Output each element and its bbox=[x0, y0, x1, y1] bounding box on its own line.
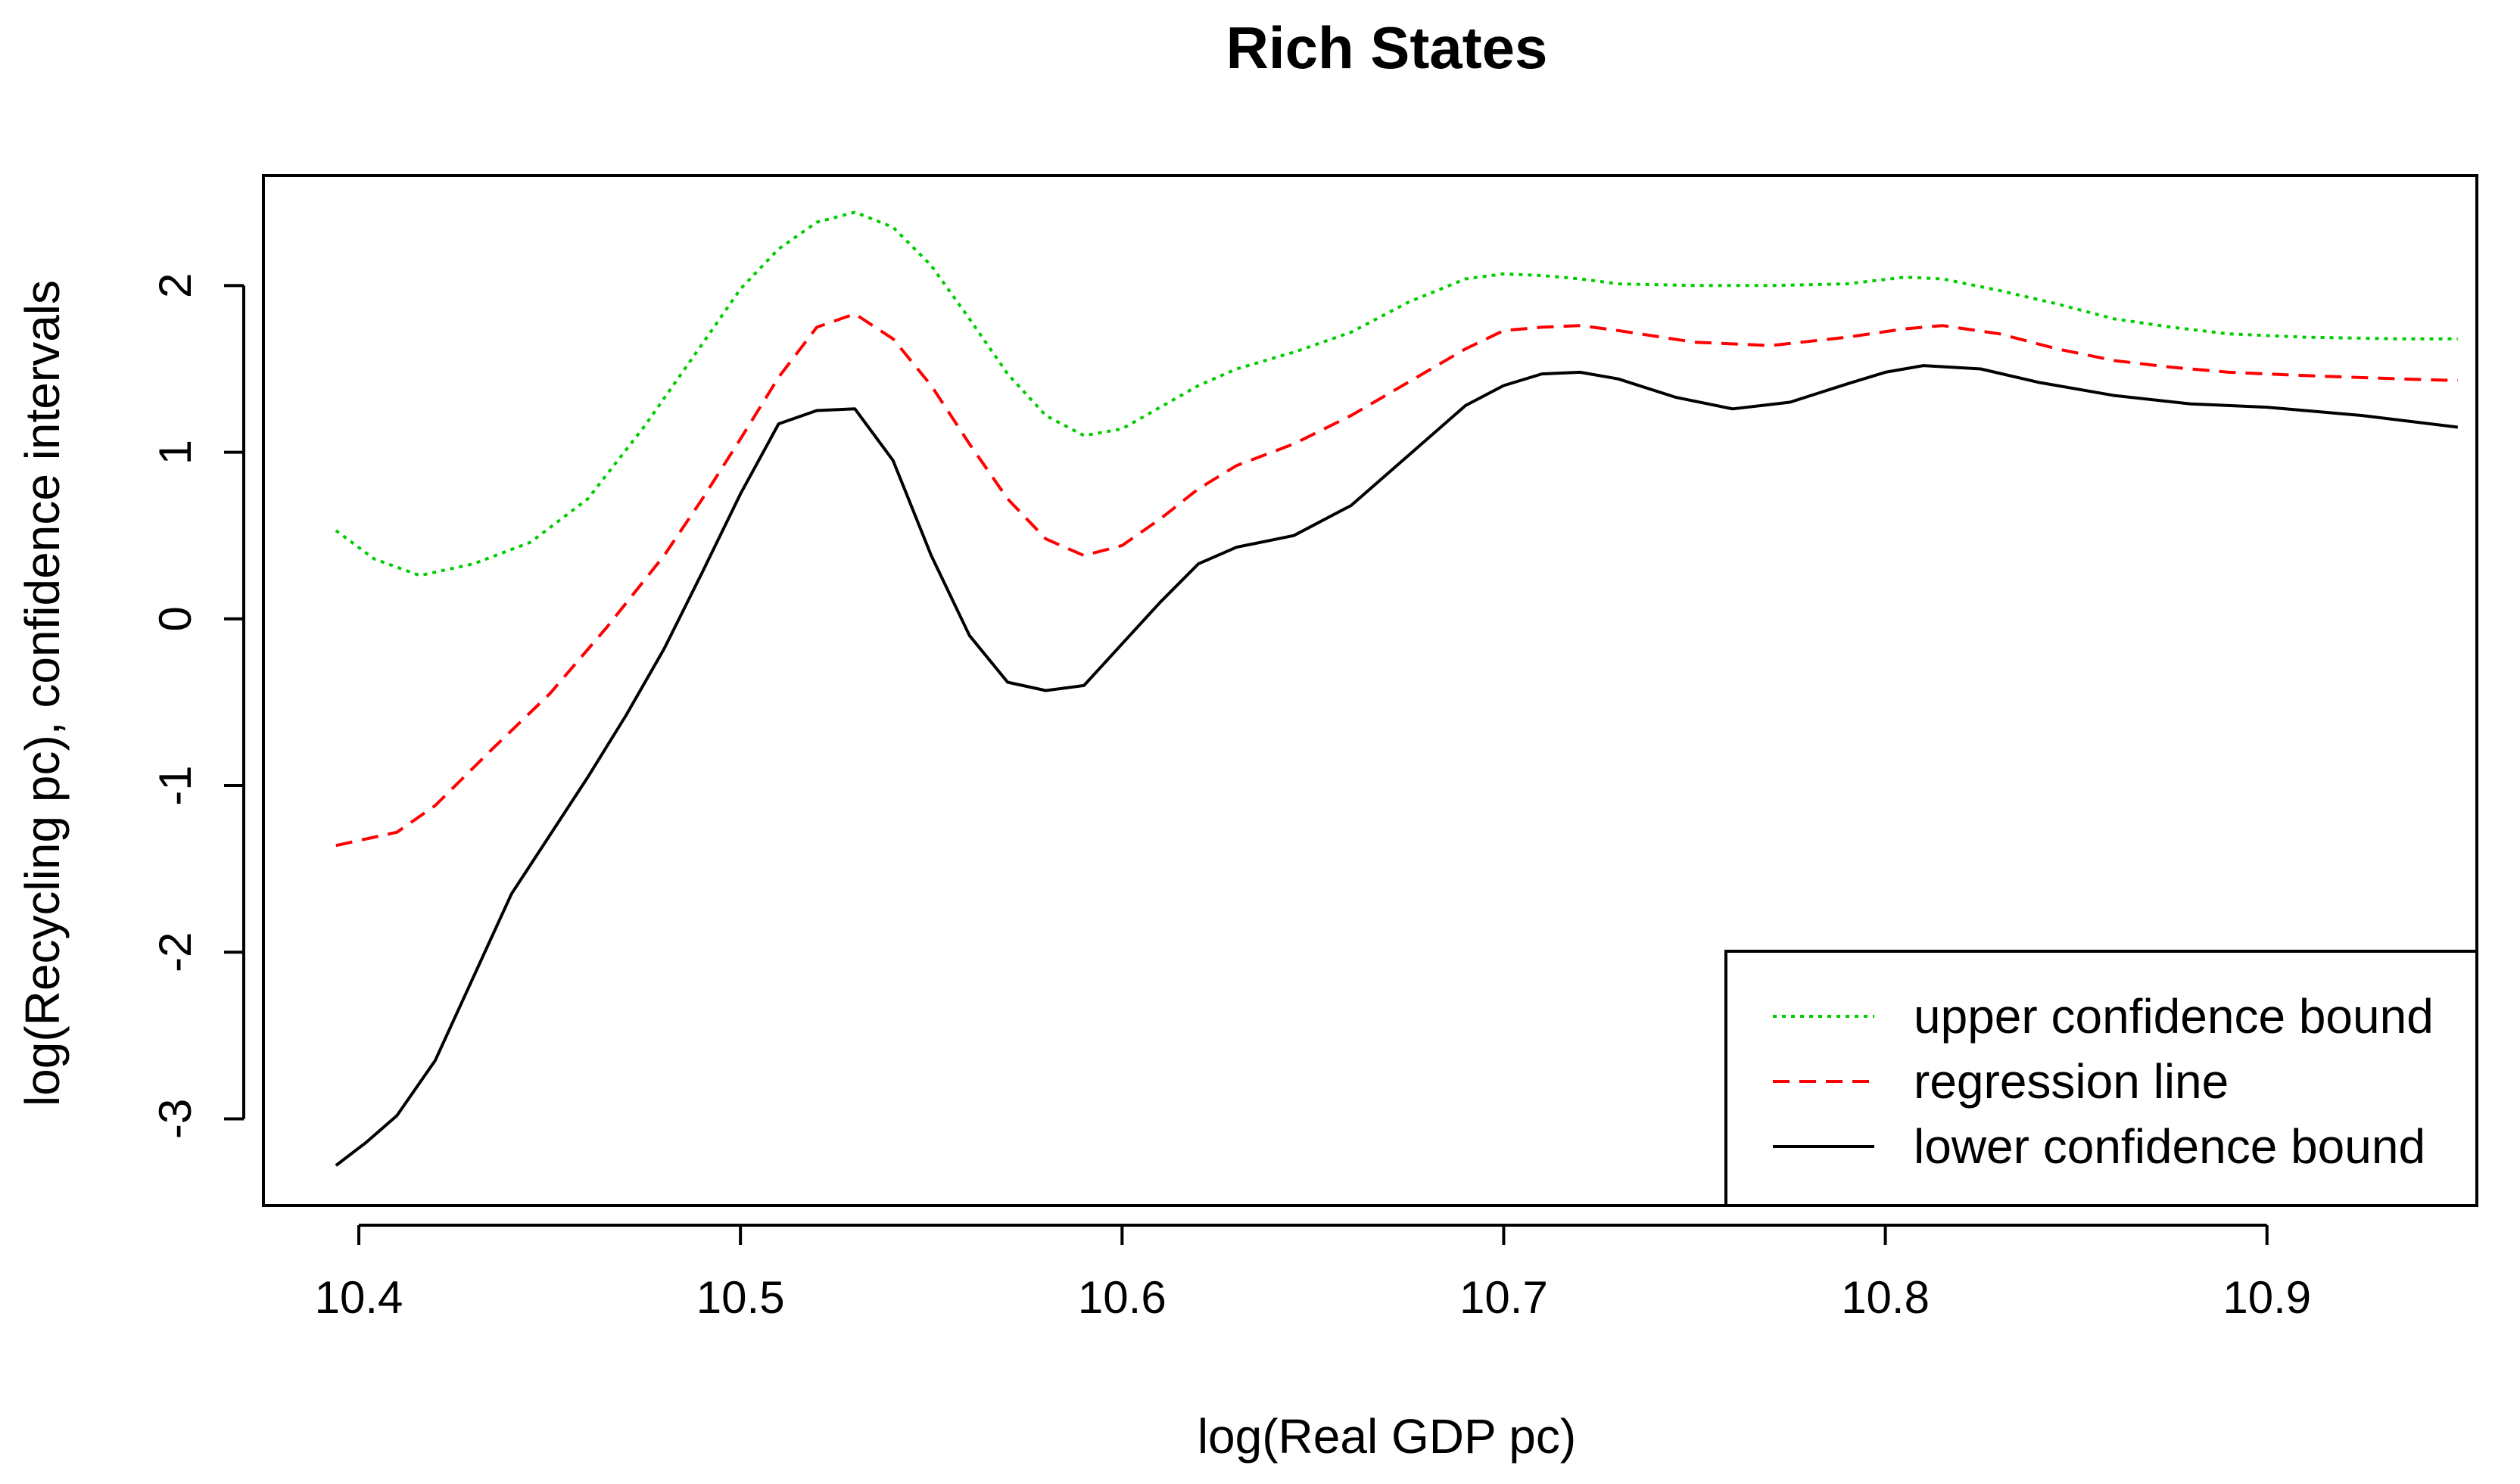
y-tick-label: -1 bbox=[150, 765, 201, 805]
x-axis: 10.4 10.5 10.6 10.7 10.8 10.9 bbox=[315, 1224, 2311, 1323]
series-line-regression-line bbox=[335, 312, 2458, 848]
x-tick-label: 10.9 bbox=[2223, 1272, 2311, 1323]
legend-label: lower confidence bound bbox=[1914, 1119, 2425, 1174]
y-axis-label: log(Recycling pc), confidence intervals bbox=[15, 280, 70, 1106]
y-tick-label: 1 bbox=[150, 440, 201, 465]
series-line-lower-confidence-bound bbox=[335, 364, 2459, 1167]
plot-area-border bbox=[262, 174, 2478, 1207]
y-tick-label: -3 bbox=[150, 1099, 201, 1139]
x-tick-label: 10.6 bbox=[1078, 1272, 1167, 1323]
y-tick-label: 2 bbox=[150, 273, 201, 298]
y-axis: -3 -2 -1 0 1 2 bbox=[150, 273, 245, 1139]
x-tick-label: 10.8 bbox=[1841, 1272, 1930, 1323]
legend-box bbox=[1724, 950, 2478, 1207]
legend-label: regression line bbox=[1914, 1054, 2229, 1109]
series-line-upper-confidence-bound bbox=[335, 210, 2458, 577]
legend: upper confidence bound regression line low… bbox=[1724, 950, 2478, 1207]
y-tick-label: -2 bbox=[150, 932, 201, 972]
y-tick-label: 0 bbox=[150, 606, 201, 631]
chart-title: Rich States bbox=[1226, 14, 1548, 81]
x-tick-label: 10.7 bbox=[1459, 1272, 1548, 1323]
x-tick-label: 10.4 bbox=[315, 1272, 403, 1323]
legend-label: upper confidence bound bbox=[1914, 989, 2434, 1044]
x-axis-label: log(Real GDP pc) bbox=[1198, 1409, 1576, 1464]
series-layer bbox=[335, 210, 2459, 1167]
x-tick-label: 10.5 bbox=[696, 1272, 785, 1323]
